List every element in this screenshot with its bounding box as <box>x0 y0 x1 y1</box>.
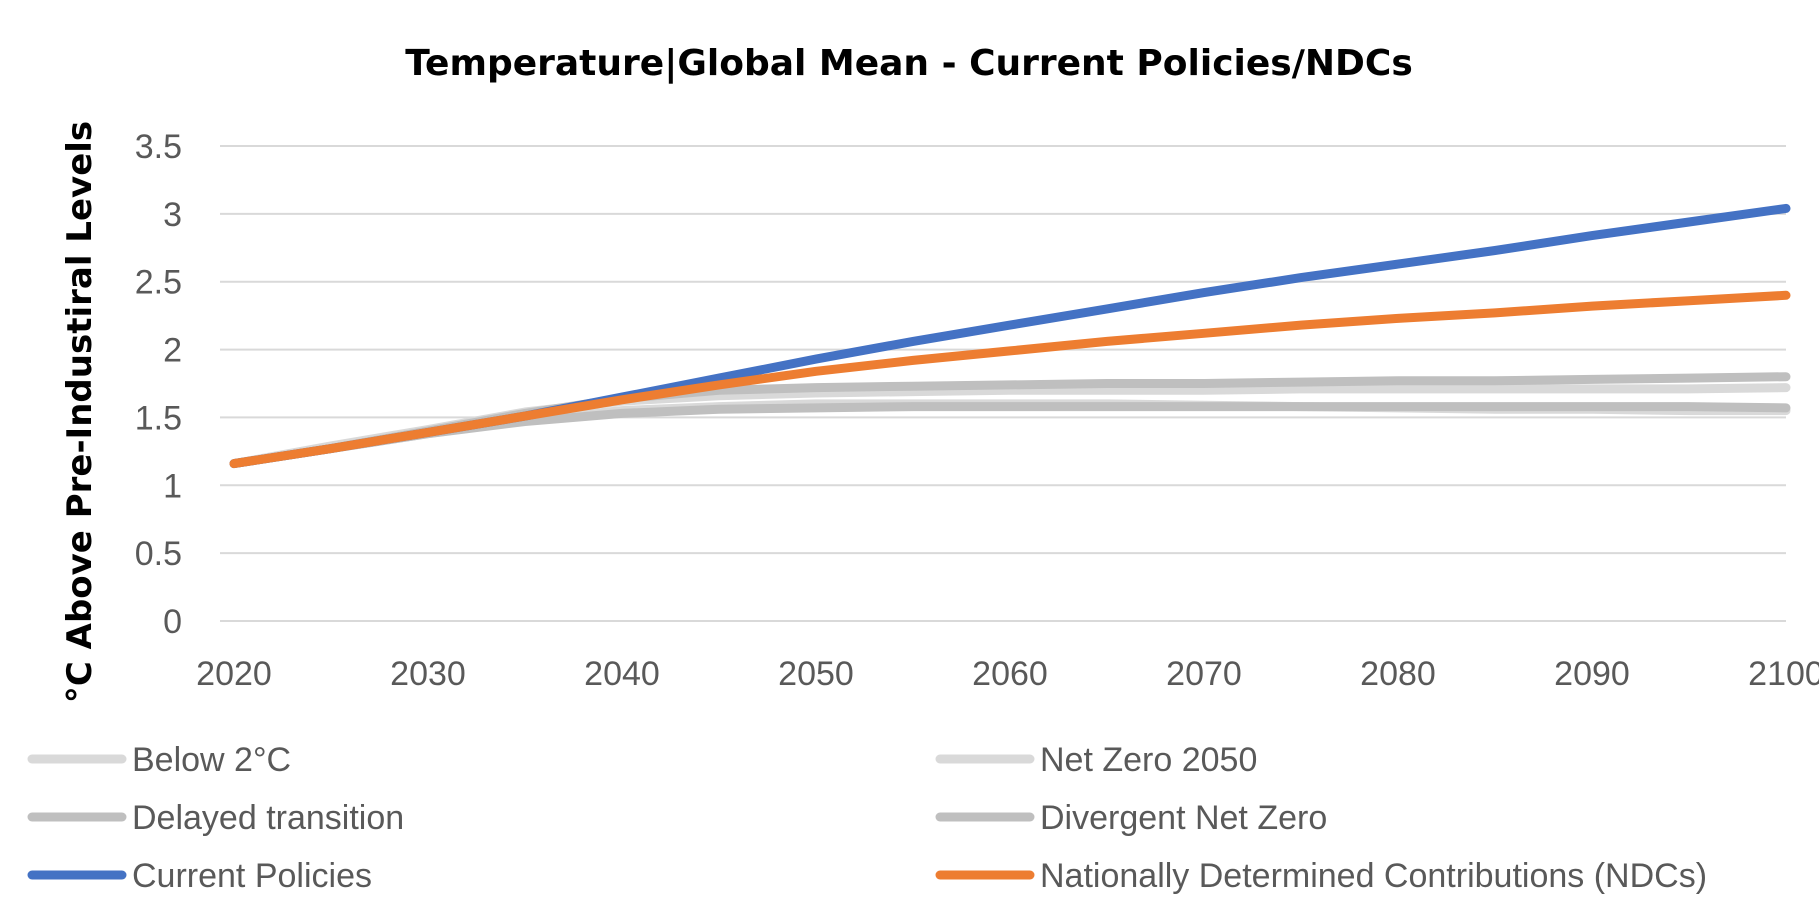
legend: Below 2°C Net Zero 2050 Delayed transition… <box>27 741 1707 895</box>
x-axis-ticks: 2020 2030 2040 2050 2060 2070 2080 2090 2100 <box>196 655 1819 693</box>
y-axis-ticks: 0 0.5 1 1.5 2 2.5 3 3.5 <box>135 128 182 641</box>
series-line-0 <box>229 399 1791 469</box>
y-tick-label: 2.5 <box>135 264 182 302</box>
y-tick-label: 0 <box>163 603 182 641</box>
y-tick-label: 2 <box>163 332 182 370</box>
x-tick-label: 2100 <box>1748 655 1819 693</box>
x-tick-label: 2060 <box>972 655 1048 693</box>
y-tick-label: 3 <box>163 196 182 234</box>
x-tick-label: 2040 <box>584 655 660 693</box>
x-tick-label: 2070 <box>1166 655 1242 693</box>
legend-label: Below 2°C <box>132 741 291 779</box>
x-tick-label: 2080 <box>1360 655 1436 693</box>
legend-label: Current Policies <box>132 857 372 895</box>
y-tick-label: 0.5 <box>135 535 182 573</box>
y-axis-label: °C Above Pre-Industiral Levels <box>60 121 100 703</box>
y-tick-label: 1.5 <box>135 399 182 437</box>
series-line-5 <box>229 290 1791 469</box>
series-lines <box>229 203 1791 469</box>
legend-label: Net Zero 2050 <box>1040 741 1257 779</box>
legend-label: Divergent Net Zero <box>1040 799 1327 837</box>
x-tick-label: 2090 <box>1554 655 1630 693</box>
legend-label: Delayed transition <box>132 799 404 837</box>
chart-title: Temperature|Global Mean - Current Polici… <box>405 43 1413 84</box>
y-tick-label: 1 <box>163 467 182 505</box>
legend-label: Nationally Determined Contributions (NDC… <box>1040 857 1707 895</box>
y-tick-label: 3.5 <box>135 128 182 166</box>
x-tick-label: 2030 <box>390 655 466 693</box>
x-tick-label: 2050 <box>778 655 854 693</box>
series-line-3 <box>229 402 1791 469</box>
x-tick-label: 2020 <box>196 655 272 693</box>
